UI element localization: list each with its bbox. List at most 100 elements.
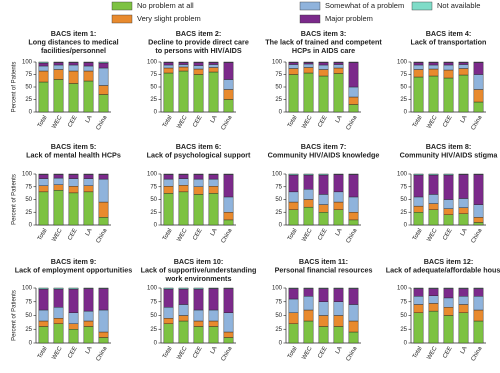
x-tick-label: WEC	[176, 345, 189, 361]
bar-segment	[333, 287, 344, 289]
legend-swatch	[299, 14, 321, 24]
x-tick-label: WEC	[426, 227, 439, 243]
bar-segment	[473, 62, 484, 75]
bar-segment	[193, 186, 204, 195]
bar-segment	[193, 74, 204, 113]
bar-segment	[178, 320, 189, 344]
panel-subtitle: Community HIV/AIDS stigma	[400, 150, 499, 159]
bar-segment	[223, 79, 234, 90]
bar-segment	[318, 62, 329, 66]
bar-segment	[208, 174, 219, 180]
bar-segment	[348, 320, 359, 333]
panel-subtitle: Community HIV/AIDS knowledge	[268, 150, 380, 159]
x-tick-label: CEE	[192, 115, 203, 129]
bar-segment	[473, 288, 484, 297]
x-tick-label: CEE	[192, 228, 203, 242]
bar-segment	[333, 174, 344, 193]
bar-segment	[413, 196, 424, 207]
x-tick-label: Total	[37, 346, 49, 360]
bar-segment	[473, 101, 484, 113]
y-tick-label: 75	[25, 299, 32, 305]
legend-swatch	[299, 1, 321, 11]
bar-segment	[458, 62, 469, 65]
bar-segment	[53, 177, 64, 185]
panel-title: BACS item 7:	[301, 142, 347, 151]
bar-segment	[178, 304, 189, 316]
bar-segment	[348, 173, 359, 175]
bar-segment	[68, 174, 79, 179]
y-tick-label: 0	[279, 110, 283, 116]
y-tick-label: 25	[150, 327, 157, 333]
bar-segment	[473, 173, 484, 175]
bar-segment	[443, 62, 454, 66]
y-tick-label: 75	[275, 184, 282, 190]
bar-segment	[413, 64, 424, 70]
bar-segment	[443, 288, 454, 299]
bar-segment	[428, 303, 439, 312]
y-tick-label: 75	[400, 72, 407, 78]
x-tick-label: China	[221, 227, 234, 244]
bar-segment	[288, 312, 299, 324]
bar-segment	[83, 174, 94, 179]
bar-segment	[98, 331, 109, 338]
bar-segment	[348, 104, 359, 113]
panel-title: BACS item 12:	[424, 257, 474, 266]
bar-segment	[303, 309, 314, 322]
bar-segment	[38, 185, 49, 193]
bar-segment	[163, 72, 174, 113]
bar-segment	[83, 61, 94, 63]
legend-label: Not available	[437, 1, 480, 10]
bar-segment	[413, 212, 424, 226]
y-tick-label: 100	[272, 60, 283, 66]
bar-segment	[318, 204, 329, 213]
y-tick-label: 25	[275, 97, 282, 103]
bar-segment	[68, 62, 79, 66]
bar-segment	[163, 67, 174, 74]
x-tick-label: LA	[85, 115, 94, 124]
bar-segment	[333, 173, 344, 175]
bar-segment	[443, 199, 454, 209]
x-tick-label: CEE	[442, 346, 453, 360]
bar-segment	[178, 64, 189, 68]
x-tick-label: China	[471, 227, 484, 244]
bar-segment	[458, 74, 469, 113]
bar-segment	[333, 64, 344, 69]
y-tick-label: 50	[400, 313, 407, 319]
panel-subtitle: work environments	[165, 274, 232, 283]
y-tick-label: 50	[400, 197, 407, 203]
bar-segment	[223, 331, 234, 338]
bar-segment	[428, 288, 439, 296]
bar-segment	[163, 307, 174, 319]
bar-segment	[303, 174, 314, 190]
x-tick-label: Total	[162, 346, 174, 360]
bar-segment	[208, 287, 219, 289]
x-tick-label: China	[96, 114, 109, 131]
bar-segment	[223, 99, 234, 113]
bar-segment	[303, 320, 314, 344]
y-tick-label: 50	[25, 85, 32, 91]
bar-segment	[178, 185, 189, 193]
y-tick-label: 75	[400, 299, 407, 305]
bar-segment	[208, 173, 219, 175]
bar-segment	[68, 329, 79, 344]
bar-segment	[318, 174, 329, 195]
bar-segment	[318, 326, 329, 344]
x-tick-label: China	[346, 345, 359, 362]
panel-title: BACS item 10:	[174, 257, 224, 266]
bar-segment	[223, 61, 234, 63]
bar-segment	[318, 301, 329, 316]
bar-segment	[98, 67, 109, 86]
legend-label: Major problem	[325, 14, 373, 23]
x-tick-label: CEE	[67, 115, 78, 129]
bar-segment	[318, 61, 329, 63]
bar-segment	[443, 61, 454, 63]
legend-label: Very slight problem	[137, 14, 201, 23]
bar-segment	[163, 173, 174, 175]
y-tick-label: 100	[147, 286, 158, 292]
bar-segment	[318, 212, 329, 226]
bar-segment	[223, 212, 234, 221]
bar-segment	[83, 326, 94, 344]
bar-segment	[413, 61, 424, 63]
bar-segment	[413, 296, 424, 305]
x-tick-label: China	[96, 227, 109, 244]
